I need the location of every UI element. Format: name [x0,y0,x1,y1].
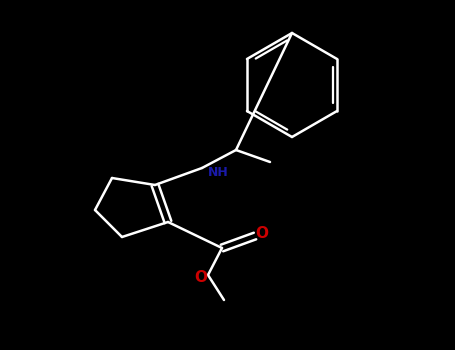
Text: O: O [194,270,207,285]
Text: NH: NH [208,166,229,178]
Text: O: O [256,226,268,242]
